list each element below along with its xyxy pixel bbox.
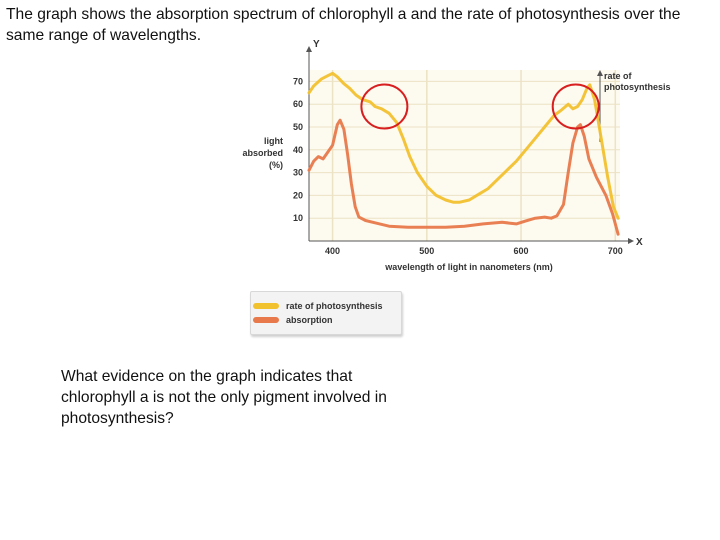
legend-item-photosynthesis: rate of photosynthesis bbox=[253, 300, 383, 312]
y-tick-label: 20 bbox=[293, 190, 303, 200]
y-axis-arrow bbox=[306, 46, 312, 52]
y-tick-label: 30 bbox=[293, 168, 303, 178]
y-tick-label: 60 bbox=[293, 99, 303, 109]
y-tick-label: 70 bbox=[293, 76, 303, 86]
series-line-absorption bbox=[307, 118, 620, 236]
right-axis-arrow bbox=[597, 70, 603, 76]
annotations bbox=[360, 83, 600, 130]
x-tick-label: 500 bbox=[419, 246, 434, 256]
y-tick-label: 40 bbox=[293, 145, 303, 155]
right-axis-label: rate of bbox=[604, 71, 633, 81]
x-tick-label: 400 bbox=[325, 246, 340, 256]
annotation-circle-1 bbox=[360, 83, 409, 130]
series-line-photosynthesis bbox=[307, 71, 620, 220]
axes bbox=[306, 46, 634, 244]
legend: rate of photosynthesis absorption bbox=[250, 291, 402, 335]
legend-item-absorption: absorption bbox=[253, 314, 333, 326]
legend-swatch-absorption bbox=[253, 317, 279, 323]
y-tick-label: 10 bbox=[293, 213, 303, 223]
y-axis-label: (%) bbox=[269, 160, 283, 170]
question-text: What evidence on the graph indicates tha… bbox=[61, 368, 387, 427]
axis-text: 10 20 30 40 50 60 70 400 500 600 700 wavelength of … bbox=[242, 39, 670, 272]
series-lines bbox=[307, 71, 620, 236]
y-axis-label: light bbox=[264, 136, 283, 146]
x-axis-letter: X bbox=[636, 237, 643, 248]
intro-text: The graph shows the absorption spectrum … bbox=[6, 6, 681, 44]
y-axis-label: absorbed bbox=[242, 148, 283, 158]
y-axis-letter: Y bbox=[313, 39, 320, 50]
x-tick-label: 600 bbox=[514, 246, 529, 256]
legend-swatch-photosynthesis bbox=[253, 303, 279, 309]
x-axis-arrow bbox=[628, 238, 634, 244]
x-axis-label: wavelength of light in nanometers (nm) bbox=[384, 262, 553, 272]
legend-label-photosynthesis: rate of photosynthesis bbox=[286, 301, 383, 311]
y-tick-label: 50 bbox=[293, 122, 303, 132]
annotation-circle-2 bbox=[551, 83, 600, 130]
x-tick-label: 700 bbox=[608, 246, 623, 256]
legend-label-absorption: absorption bbox=[286, 315, 333, 325]
right-axis-label: photosynthesis bbox=[604, 82, 671, 92]
